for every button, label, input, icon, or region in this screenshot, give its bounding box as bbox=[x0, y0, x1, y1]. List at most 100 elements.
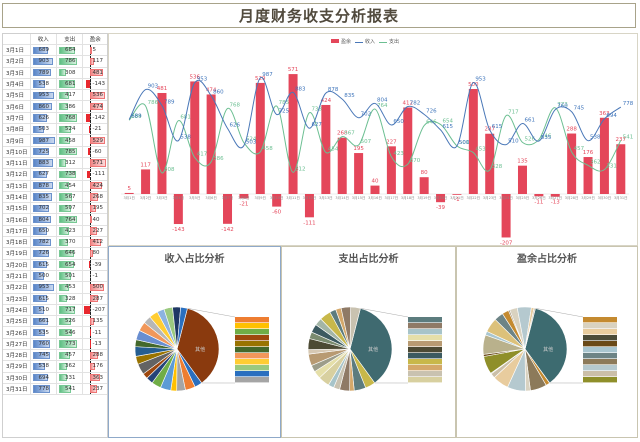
expense-cell: 507 bbox=[57, 203, 84, 214]
svg-text:3月11日: 3月11日 bbox=[286, 195, 300, 200]
expense-cell: 684 bbox=[57, 45, 84, 56]
svg-text:3月19日: 3月19日 bbox=[417, 195, 431, 200]
svg-text:370: 370 bbox=[410, 158, 421, 164]
column-header bbox=[3, 34, 31, 44]
surplus-cell: 536 bbox=[83, 90, 107, 101]
date-cell: 3月27日 bbox=[3, 338, 31, 350]
svg-text:80: 80 bbox=[421, 170, 428, 176]
income-cell: 726 bbox=[31, 248, 57, 259]
table-row: 3月22日 953 453 500 bbox=[3, 282, 107, 294]
expense-cell: 328 bbox=[57, 293, 84, 304]
svg-text:615: 615 bbox=[492, 124, 503, 130]
date-cell: 3月14日 bbox=[3, 191, 31, 203]
surplus-cell: 412 bbox=[83, 237, 107, 248]
surplus-cell: -39 bbox=[83, 259, 107, 270]
expense-cell: 417 bbox=[57, 90, 84, 101]
expense-cell: 541 bbox=[57, 383, 84, 395]
income-cell: 510 bbox=[31, 304, 57, 316]
svg-text:3月20日: 3月20日 bbox=[434, 195, 448, 200]
svg-text:773: 773 bbox=[557, 102, 568, 108]
svg-text:717: 717 bbox=[508, 110, 519, 116]
svg-text:3月29日: 3月29日 bbox=[581, 195, 595, 200]
surplus-cell: -60 bbox=[83, 146, 107, 157]
income-cell: 725 bbox=[31, 146, 57, 157]
expense-cell: 654 bbox=[57, 259, 84, 270]
expense-cell: 786 bbox=[57, 56, 84, 67]
table-row: 3月27日 760 773 -13 bbox=[3, 338, 107, 351]
svg-text:654: 654 bbox=[443, 118, 454, 124]
svg-text:507: 507 bbox=[361, 139, 372, 145]
svg-text:615: 615 bbox=[443, 124, 454, 130]
surplus-cell: 500 bbox=[83, 282, 107, 293]
svg-text:684: 684 bbox=[131, 114, 142, 120]
svg-text:726: 726 bbox=[426, 108, 437, 114]
svg-text:457: 457 bbox=[574, 146, 585, 152]
svg-text:3月4日: 3月4日 bbox=[173, 195, 184, 200]
svg-text:40: 40 bbox=[372, 179, 379, 185]
svg-text:571: 571 bbox=[288, 67, 299, 73]
svg-text:-1: -1 bbox=[454, 197, 459, 203]
surplus-pie-title: 盈余占比分析 bbox=[517, 254, 577, 265]
svg-text:453: 453 bbox=[475, 147, 486, 153]
svg-text:786: 786 bbox=[148, 100, 159, 106]
income-cell: 878 bbox=[31, 180, 57, 191]
svg-text:3月17日: 3月17日 bbox=[385, 195, 399, 200]
svg-text:764: 764 bbox=[377, 103, 388, 109]
svg-text:953: 953 bbox=[475, 77, 486, 83]
svg-text:417: 417 bbox=[197, 152, 208, 158]
svg-text:3月18日: 3月18日 bbox=[401, 195, 415, 200]
table-row: 3月24日 510 717 -207 bbox=[3, 304, 107, 317]
expense-cell: 453 bbox=[57, 282, 84, 293]
table-row: 3月21日 500 501 -1 bbox=[3, 270, 107, 283]
table-row: 3月8日 503 524 -21 bbox=[3, 124, 107, 136]
table-row: 3月17日 650 423 227 bbox=[3, 225, 107, 238]
income-cell: 503 bbox=[31, 124, 57, 135]
income-cell: 535 bbox=[31, 327, 57, 338]
table-row: 3月4日 538 681 -143 bbox=[3, 78, 107, 91]
svg-text:526: 526 bbox=[524, 136, 535, 142]
table-row: 3月5日 953 417 536 bbox=[3, 90, 107, 102]
expense-cell: 457 bbox=[57, 350, 84, 361]
date-cell: 3月4日 bbox=[3, 78, 31, 90]
svg-text:3月8日: 3月8日 bbox=[238, 195, 249, 200]
svg-text:-11: -11 bbox=[534, 199, 543, 205]
expense-cell: 524 bbox=[57, 124, 84, 135]
svg-text:176: 176 bbox=[583, 150, 594, 156]
svg-text:3月12日: 3月12日 bbox=[303, 195, 317, 200]
svg-text:626: 626 bbox=[230, 122, 241, 128]
svg-text:3月30日: 3月30日 bbox=[598, 195, 612, 200]
surplus-cell: 5 bbox=[83, 45, 107, 56]
date-cell: 3月24日 bbox=[3, 304, 31, 316]
svg-text:3月9日: 3月9日 bbox=[255, 195, 266, 200]
surplus-cell: 363 bbox=[83, 372, 107, 383]
surplus-cell: 135 bbox=[83, 316, 107, 327]
svg-text:-207: -207 bbox=[500, 240, 513, 246]
svg-text:3月28日: 3月28日 bbox=[565, 195, 579, 200]
combo-chart: 盈余 收入 支出 5 3月1日 117 3月2日 481 3月3日 -143 3月4日 536 3… bbox=[108, 33, 638, 246]
svg-text:363: 363 bbox=[599, 111, 610, 117]
expense-pie-panel: 支出占比分析 其他 bbox=[281, 246, 456, 438]
svg-text:627: 627 bbox=[311, 122, 322, 128]
surplus-cell: -11 bbox=[83, 327, 107, 338]
svg-text:-21: -21 bbox=[239, 201, 248, 207]
income-cell: 953 bbox=[31, 90, 57, 101]
svg-text:3月14日: 3月14日 bbox=[335, 195, 349, 200]
svg-text:725: 725 bbox=[279, 109, 290, 115]
date-cell: 3月18日 bbox=[3, 237, 31, 248]
svg-text:738: 738 bbox=[311, 107, 322, 113]
svg-text:987: 987 bbox=[262, 72, 273, 78]
table-row: 3月14日 835 567 268 bbox=[3, 191, 107, 204]
data-table: 收入 支出 盈余 3月1日 689 684 5 3月2日 903 786 117 3月3日 789 308… bbox=[2, 33, 108, 438]
svg-text:312: 312 bbox=[295, 166, 306, 172]
income-cell: 835 bbox=[31, 191, 57, 203]
surplus-cell: 424 bbox=[83, 180, 107, 191]
table-row: 3月28日 745 457 288 bbox=[3, 350, 107, 362]
date-cell: 3月5日 bbox=[3, 90, 31, 101]
svg-text:538: 538 bbox=[590, 135, 601, 141]
date-cell: 3月13日 bbox=[3, 180, 31, 191]
surplus-cell: -111 bbox=[83, 169, 107, 180]
svg-text:535: 535 bbox=[541, 135, 552, 141]
income-cell: 500 bbox=[31, 270, 57, 282]
svg-text:362: 362 bbox=[590, 159, 601, 165]
table-row: 3月31日 778 541 237 bbox=[3, 383, 107, 396]
